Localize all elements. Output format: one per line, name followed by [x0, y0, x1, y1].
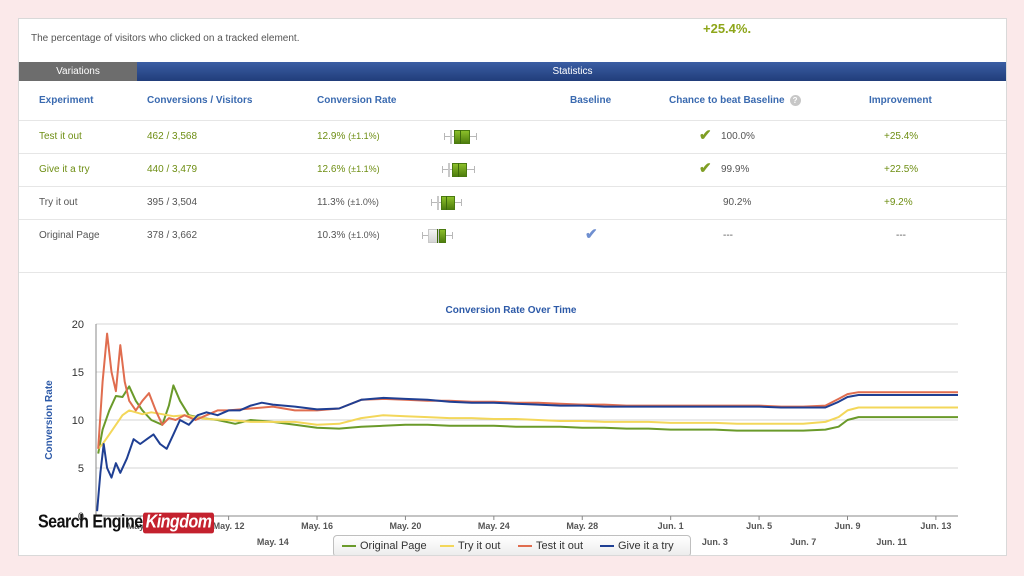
- x-tick-label: May. 8: [127, 521, 154, 531]
- series-line-test-it-out: [97, 332, 958, 449]
- legend-item[interactable]: Original Page: [342, 540, 427, 552]
- conversion-rate-value: 11.3% (±1.0%): [317, 197, 379, 208]
- rate-value: 12.6%: [317, 164, 346, 175]
- table-row[interactable]: Test it out 462 / 3,568 12.9% (±1.1%) ✔ …: [19, 120, 1006, 153]
- header-chance-label: Chance to beat Baseline: [669, 95, 785, 106]
- winner-check-icon: ✔: [699, 127, 712, 144]
- experiment-name[interactable]: Give it a try: [39, 164, 90, 175]
- rate-value: 10.3%: [317, 230, 346, 241]
- tab-statistics[interactable]: Statistics: [137, 62, 1006, 81]
- series-line-try-it-out: [97, 406, 958, 450]
- tab-variations[interactable]: Variations: [19, 62, 137, 81]
- series-line-original-page: [97, 384, 958, 454]
- improvement-value: ---: [896, 230, 906, 241]
- rate-confidence: (±1.0%): [347, 197, 379, 207]
- conversions-visitors: 378 / 3,662: [147, 230, 198, 241]
- header-improvement[interactable]: Improvement: [869, 95, 932, 106]
- header-chance[interactable]: Chance to beat Baseline?: [669, 95, 801, 106]
- x-tick-label: Jun. 1: [658, 521, 684, 531]
- legend-item[interactable]: Try it out: [440, 540, 500, 552]
- conversion-rate-value: 12.9% (±1.1%): [317, 131, 380, 142]
- winner-check-icon: ✔: [699, 160, 712, 177]
- improvement-value: +25.4%: [884, 131, 919, 142]
- conversion-rate-value: 10.3% (±1.0%): [317, 230, 380, 241]
- rate-value: 11.3%: [317, 197, 345, 208]
- confidence-boxplot: [421, 229, 479, 243]
- improvement-value: +9.2%: [884, 197, 913, 208]
- series-line-give-it-a-try: [96, 394, 958, 512]
- table-row[interactable]: Original Page 378 / 3,662 10.3% (±1.0%) …: [19, 219, 1006, 252]
- x-tick-label: Jun. 13: [920, 521, 951, 531]
- experiment-name[interactable]: Original Page: [39, 230, 100, 241]
- conversions-visitors: 395 / 3,504: [147, 197, 198, 208]
- y-tick-label: 15: [72, 367, 84, 379]
- logo-part-1: Search Engine: [38, 512, 143, 533]
- legend-swatch: [342, 545, 356, 548]
- x-tick-label: May. 20: [390, 521, 422, 531]
- table-row[interactable]: Try it out 395 / 3,504 11.3% (±1.0%) 90.…: [19, 186, 1006, 219]
- experiment-results-panel: The percentage of visitors who clicked o…: [18, 18, 1007, 556]
- header-conversion-rate[interactable]: Conversion Rate: [317, 95, 397, 106]
- confidence-boxplot: [421, 130, 479, 144]
- conversion-rate-chart: Conversion Rate Over Time Conversion Rate…: [19, 272, 1006, 555]
- legend-swatch: [600, 545, 614, 548]
- confidence-boxplot: [421, 196, 479, 210]
- logo-part-2: Kingdom: [142, 512, 215, 534]
- rate-value: 12.9%: [317, 131, 346, 142]
- header-baseline[interactable]: Baseline: [570, 95, 612, 106]
- chart-title: Conversion Rate Over Time: [446, 305, 577, 316]
- legend-label: Test it out: [536, 540, 584, 552]
- experiment-name[interactable]: Test it out: [39, 131, 82, 142]
- rate-confidence: (±1.1%): [348, 164, 380, 174]
- y-tick-label: 10: [72, 415, 84, 427]
- header-conversions[interactable]: Conversions / Visitors: [147, 95, 253, 106]
- chart-legend: Original Page Try it out Test it out Give i…: [333, 535, 691, 555]
- y-tick-label: 20: [72, 319, 84, 331]
- legend-label: Try it out: [458, 540, 501, 552]
- legend-swatch: [518, 545, 532, 548]
- help-icon[interactable]: ?: [789, 95, 801, 106]
- x-tick-label: May. 28: [566, 521, 598, 531]
- legend-label: Give it a try: [618, 540, 674, 552]
- x-tick-label: Jun. 7: [790, 537, 816, 547]
- rate-confidence: (±1.0%): [348, 230, 380, 240]
- section-tabs: Variations Statistics: [19, 62, 1006, 81]
- improvement-value: +22.5%: [884, 164, 919, 175]
- watermark-logo: Search Engine Kingdom: [38, 512, 215, 540]
- chance-to-beat-value: 100.0%: [721, 131, 755, 142]
- x-tick-label: Jun. 3: [702, 537, 728, 547]
- legend-item[interactable]: Give it a try: [600, 540, 674, 552]
- header-experiment[interactable]: Experiment: [39, 95, 94, 106]
- legend-label: Original Page: [360, 540, 427, 552]
- y-axis-label: Conversion Rate: [44, 380, 55, 460]
- metric-description: The percentage of visitors who clicked o…: [31, 33, 300, 44]
- y-tick-label: 0: [78, 511, 84, 523]
- rate-confidence: (±1.1%): [348, 131, 380, 141]
- legend-item[interactable]: Test it out: [518, 540, 583, 552]
- x-tick-label: Jun. 9: [834, 521, 860, 531]
- table-row[interactable]: Give it a try 440 / 3,479 12.6% (±1.1%) …: [19, 153, 1006, 186]
- x-tick-label: May. 24: [478, 521, 510, 531]
- conversions-visitors: 462 / 3,568: [147, 131, 198, 142]
- chance-to-beat-value: ---: [723, 230, 733, 241]
- conversions-visitors: 440 / 3,479: [147, 164, 198, 175]
- top-improvement-value: +25.4%.: [703, 21, 752, 36]
- x-tick-label: May. 16: [301, 521, 333, 531]
- baseline-check-icon[interactable]: ✔: [585, 226, 598, 243]
- chance-to-beat-value: 99.9%: [721, 164, 750, 175]
- chance-to-beat-value: 90.2%: [723, 197, 752, 208]
- x-tick-label: Jun. 11: [876, 537, 907, 547]
- legend-swatch: [440, 545, 454, 548]
- experiment-name[interactable]: Try it out: [39, 197, 78, 208]
- conversion-rate-value: 12.6% (±1.1%): [317, 164, 380, 175]
- x-tick-label: May. 14: [257, 537, 289, 547]
- x-tick-label: May. 12: [213, 521, 245, 531]
- y-tick-label: 5: [78, 463, 84, 475]
- x-tick-label: Jun. 5: [746, 521, 772, 531]
- confidence-boxplot: [421, 163, 479, 177]
